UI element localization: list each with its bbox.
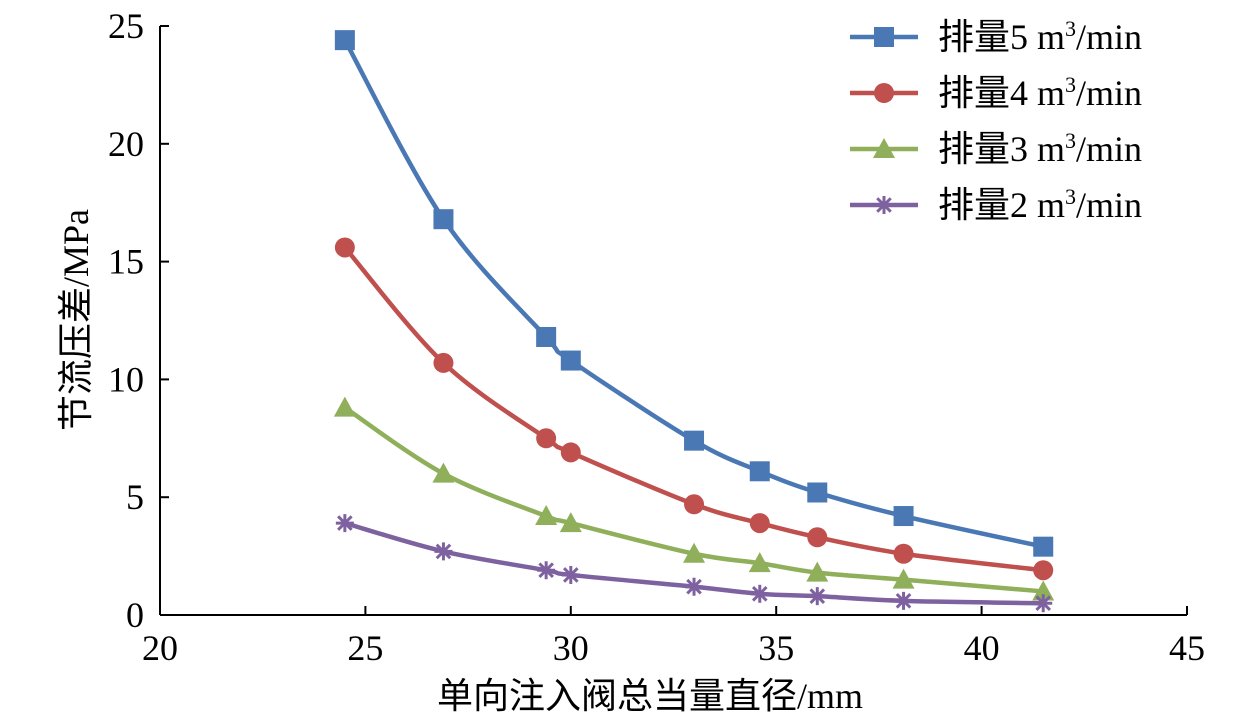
y-tick-label: 20: [108, 124, 144, 164]
x-tick-label: 45: [1169, 628, 1205, 668]
series-group: [333, 30, 1055, 613]
legend-item: 排量4 m3/min: [850, 72, 1142, 113]
y-tick-label: 15: [108, 242, 144, 282]
star-marker: [1034, 594, 1053, 613]
x-tick-label: 40: [964, 628, 1000, 668]
legend-item: 排量3 m3/min: [850, 128, 1142, 169]
series-1: [334, 30, 1054, 557]
circle-marker: [893, 543, 914, 564]
y-tick-label: 5: [126, 477, 144, 517]
triangle-marker: [748, 552, 771, 573]
star-stroke: [538, 562, 554, 579]
star-stroke: [435, 543, 452, 560]
circle-marker: [536, 428, 557, 449]
square-marker: [1033, 536, 1054, 557]
star-stroke: [809, 588, 826, 604]
triangle-marker: [892, 568, 915, 589]
star-marker: [875, 196, 893, 214]
x-tick-label: 25: [347, 628, 383, 668]
square-marker: [334, 30, 355, 51]
circle-marker: [334, 237, 355, 258]
square-marker: [684, 430, 705, 451]
square-marker: [433, 209, 454, 230]
legend-label: 排量3 m3/min: [938, 128, 1142, 169]
legend-item: 排量2 m3/min: [850, 184, 1142, 225]
y-tick-label: 10: [108, 359, 144, 399]
circle-marker: [874, 83, 894, 103]
triangle-marker: [1032, 580, 1055, 601]
series-2: [334, 237, 1054, 581]
legend-label: 排量4 m3/min: [938, 72, 1142, 113]
circle-marker: [1033, 560, 1054, 581]
star-stroke: [895, 593, 912, 609]
y-tick-label: 0: [126, 595, 144, 635]
circle-marker: [433, 352, 454, 373]
star-stroke: [876, 197, 892, 213]
x-tick-label: 30: [553, 628, 589, 668]
square-marker: [536, 326, 557, 347]
circle-marker: [807, 527, 828, 548]
legend-item: 排量5 m3/min: [850, 16, 1142, 57]
triangle-marker: [559, 512, 582, 533]
square-marker: [874, 27, 894, 47]
square-marker: [893, 506, 914, 527]
legend: 排量5 m3/min 排量4 m3/min 排量3 m3/min 排量2 m3/min: [850, 16, 1142, 225]
square-marker: [807, 482, 828, 503]
circle-marker: [749, 513, 770, 534]
star-stroke: [337, 515, 353, 531]
triangle-marker: [535, 505, 558, 526]
y-tick-label: 25: [108, 6, 144, 46]
triangle-marker: [873, 138, 895, 158]
star-stroke: [686, 578, 702, 595]
star-marker: [808, 587, 827, 606]
star-stroke: [751, 585, 768, 602]
axes: 0 5 10 15 20 25 20 25 30 35 40 45: [108, 6, 1205, 668]
triangle-marker: [806, 561, 829, 582]
star-marker: [750, 584, 769, 603]
star-marker: [335, 514, 354, 533]
triangle-marker: [683, 542, 706, 563]
series-3: [333, 396, 1055, 601]
series-line: [342, 37, 1046, 549]
star-marker: [894, 591, 913, 610]
star-stroke: [1035, 595, 1052, 612]
star-marker: [537, 561, 556, 580]
x-axis-title: 单向注入阀总当量直径/mm: [437, 676, 863, 716]
triangle-marker: [432, 462, 455, 483]
star-marker: [685, 577, 704, 596]
square-marker: [560, 350, 581, 371]
star-marker: [561, 565, 580, 584]
star-marker: [434, 542, 453, 561]
circle-marker: [684, 494, 705, 515]
triangle-marker: [333, 396, 356, 417]
star-stroke: [562, 567, 579, 583]
y-axis-title: 节流压差/MPa: [56, 209, 96, 431]
legend-label: 排量2 m3/min: [938, 184, 1142, 225]
square-marker: [749, 461, 770, 482]
series-4: [335, 514, 1053, 613]
x-tick-label: 35: [758, 628, 794, 668]
circle-marker: [560, 442, 581, 463]
series-line: [342, 405, 1046, 594]
x-tick-label: 20: [142, 628, 178, 668]
legend-label: 排量5 m3/min: [938, 16, 1142, 57]
